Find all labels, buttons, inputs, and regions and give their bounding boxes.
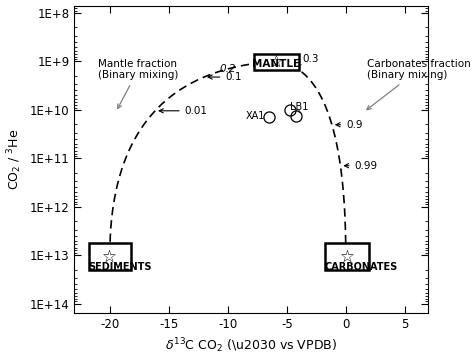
Text: ☆: ☆ (339, 247, 355, 265)
Text: XA1: XA1 (246, 111, 265, 121)
Text: 0.2: 0.2 (219, 64, 236, 74)
Bar (89, 243, 131, 270)
Text: CARBONATES: CARBONATES (325, 262, 398, 272)
Text: 0.1: 0.1 (208, 72, 242, 82)
Text: 0.3: 0.3 (296, 54, 319, 65)
Text: MANTLE: MANTLE (252, 58, 300, 69)
X-axis label: $\delta^{13}$C CO$_2$ (\u2030 vs VPDB): $\delta^{13}$C CO$_2$ (\u2030 vs VPDB) (165, 337, 337, 356)
Text: 0.9: 0.9 (336, 120, 363, 130)
Text: ☆: ☆ (102, 247, 117, 265)
Text: 0.99: 0.99 (345, 161, 378, 171)
Bar (325, 243, 369, 270)
Bar (254, 54, 299, 70)
Text: LB1: LB1 (291, 101, 309, 112)
Y-axis label: CO$_2$ / $^3$He: CO$_2$ / $^3$He (6, 129, 24, 190)
Text: ☆: ☆ (269, 53, 283, 71)
Text: Mantle fraction
(Binary mixing): Mantle fraction (Binary mixing) (98, 59, 178, 109)
Text: SEDIMENTS: SEDIMENTS (89, 262, 152, 272)
Text: 0.01: 0.01 (159, 106, 208, 116)
Text: Carbonates fraction
(Binary mixing): Carbonates fraction (Binary mixing) (367, 59, 471, 110)
Text: ₁: ₁ (297, 108, 300, 114)
